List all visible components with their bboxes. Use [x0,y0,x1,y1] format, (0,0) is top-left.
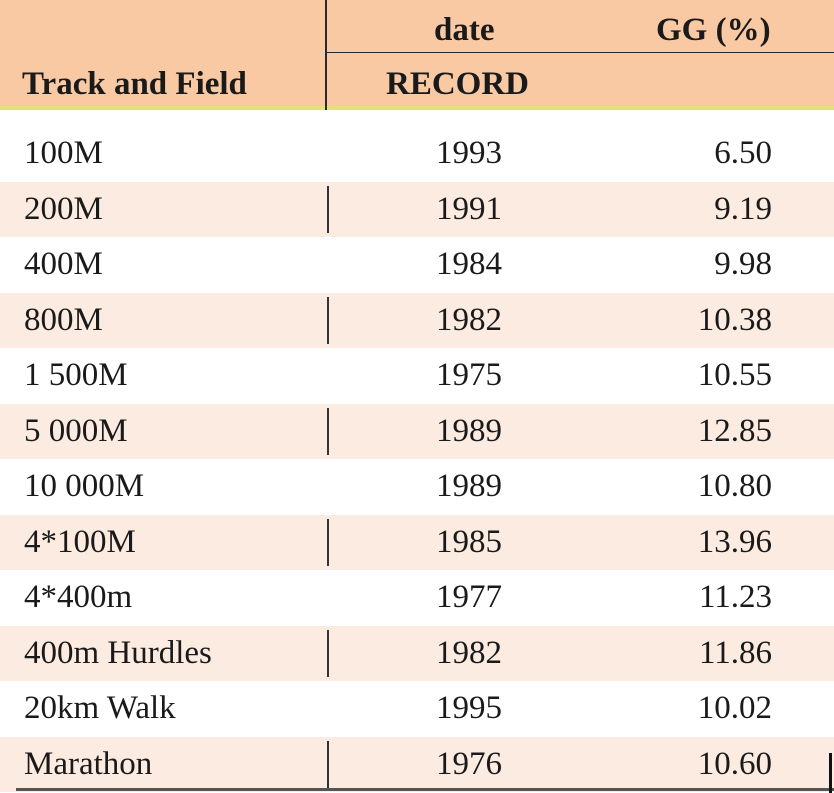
table-row: 20km Walk 1995 10.02 [0,681,834,737]
table-row: 800M 1982 10.38 [0,292,834,348]
table-row: 4*100M 1985 13.96 [0,514,834,570]
gg-cell: 9.19 [714,190,772,227]
column-divider [327,629,329,677]
date-cell: 1991 [436,190,502,227]
gg-cell: 11.86 [698,634,772,671]
header-column-divider [325,0,327,110]
date-cell: 1976 [436,745,502,782]
date-cell: 1977 [436,579,502,615]
date-cell: 1985 [436,523,502,560]
table-bottom-border [16,788,834,791]
table-header: date GG (%) Track and Field RECORD [0,0,834,110]
header-record: RECORD [386,66,530,102]
column-divider [327,185,329,233]
column-divider [327,296,329,344]
table-row: Marathon 1976 10.60 [0,736,834,792]
table-row: 1 500M 1975 10.55 [0,348,834,404]
column-divider [327,740,329,788]
gg-cell: 11.23 [698,579,772,615]
edge-tick-mark [829,753,832,793]
date-cell: 1989 [436,468,502,504]
gg-cell: 12.85 [697,412,772,449]
table-row: 400m Hurdles 1982 11.86 [0,625,834,681]
event-cell: 200M [24,190,103,227]
column-divider [327,407,329,455]
table-row: 5 000M 1989 12.85 [0,403,834,459]
table-row: 4*400m 1977 11.23 [0,570,834,626]
date-cell: 1982 [436,301,502,338]
table-row: 100M 1993 6.50 [0,126,834,182]
gg-cell: 9.98 [714,246,772,282]
gg-cell: 10.60 [697,745,772,782]
date-cell: 1993 [436,135,502,171]
date-cell: 1982 [436,634,502,671]
table-row: 10 000M 1989 10.80 [0,459,834,515]
event-cell: 4*400m [24,579,133,615]
gg-cell: 10.55 [697,357,772,393]
event-cell: 100M [24,135,103,171]
header-date: date [434,12,495,48]
gg-cell: 10.02 [697,690,772,726]
event-cell: 10 000M [24,468,145,504]
header-gg: GG (%) [656,12,771,48]
date-cell: 1984 [436,246,502,282]
column-divider [327,518,329,566]
event-cell: 400M [24,246,103,282]
event-cell: Marathon [24,745,153,782]
header-row-divider [325,52,834,53]
header-track-and-field: Track and Field [22,66,247,102]
event-cell: 5 000M [24,412,128,449]
event-cell: 400m Hurdles [24,634,212,671]
gg-cell: 6.50 [714,135,772,171]
event-cell: 800M [24,301,103,338]
table-row: 400M 1984 9.98 [0,237,834,293]
event-cell: 1 500M [24,357,128,393]
date-cell: 1975 [436,357,502,393]
event-cell: 20km Walk [24,690,176,726]
date-cell: 1995 [436,690,502,726]
gg-cell: 10.80 [697,468,772,504]
event-cell: 4*100M [24,523,136,560]
gg-cell: 10.38 [697,301,772,338]
table-row: 200M 1991 9.19 [0,181,834,237]
gg-cell: 13.96 [697,523,772,560]
date-cell: 1989 [436,412,502,449]
table-body: 100M 1993 6.50 200M 1991 9.19 400M 1984 … [0,126,834,792]
